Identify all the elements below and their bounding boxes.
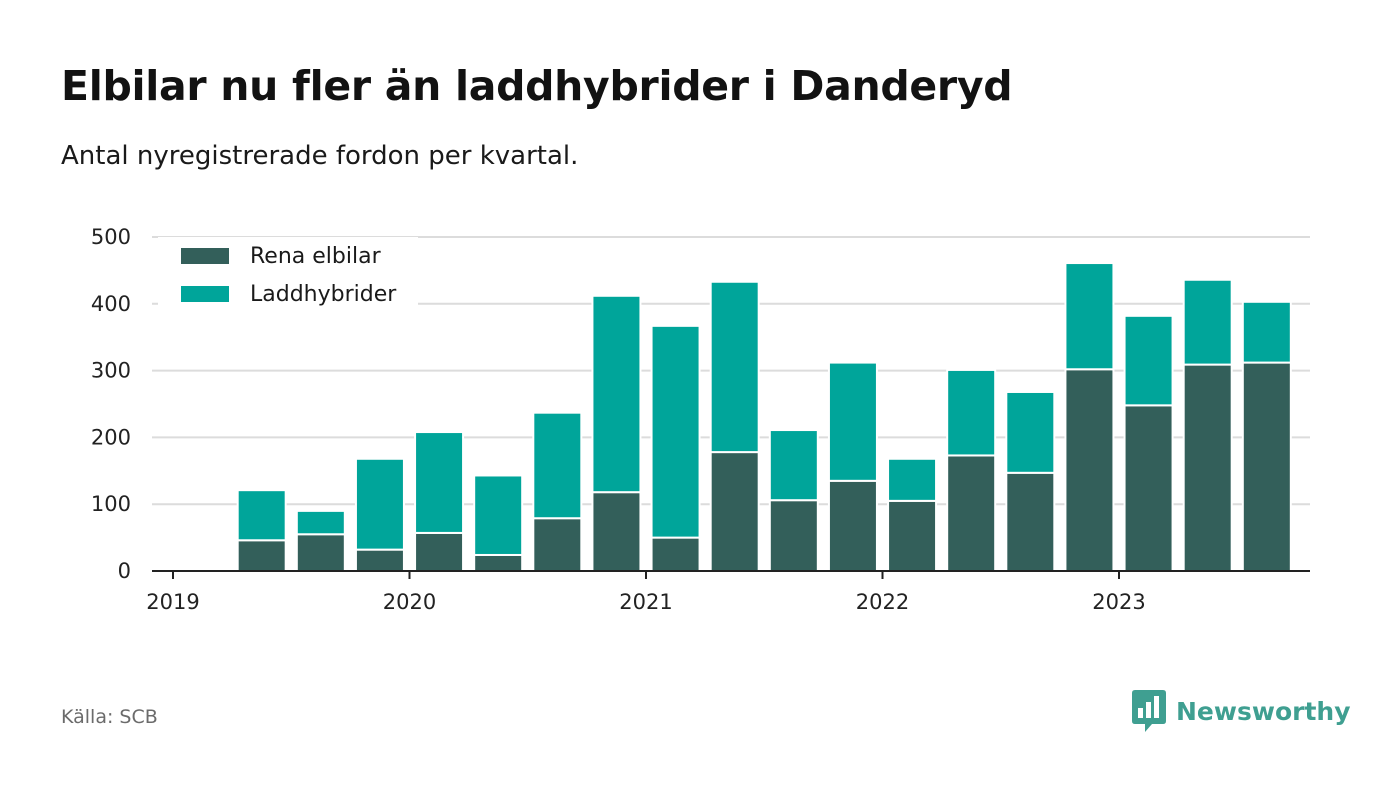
bar-segment-hybrid [709,280,760,454]
x-tick-label: 2023 [1092,590,1145,614]
legend-swatch-electric [181,248,229,264]
bar-segment-hybrid [1064,262,1115,371]
bar-segment-electric [1064,368,1115,572]
y-tick-label: 400 [91,292,131,316]
bar-segment-hybrid [1182,278,1233,366]
bar-segment-electric [295,533,346,573]
legend-label-hybrid: Laddhybrider [250,282,397,307]
bar-segment-electric [946,454,997,573]
bar-segment-electric [887,499,938,572]
newsworthy-logo-icon [1132,690,1166,732]
bar-segment-electric [473,553,524,573]
bar-segment-electric [1123,404,1174,572]
y-tick-label: 200 [91,425,131,449]
bar-segment-electric [768,499,819,572]
y-tick-label: 500 [91,225,131,249]
bar-segment-hybrid [827,361,878,482]
bar-segment-hybrid [295,509,346,536]
y-tick-label: 100 [91,492,131,516]
bar-segment-electric [236,539,287,572]
bar-segment-hybrid [1123,314,1174,407]
bar-segment-electric [354,548,405,573]
x-tick-label: 2021 [619,590,672,614]
bar-segment-electric [1005,471,1056,572]
legend-label-electric: Rena elbilar [250,244,382,269]
bar-segment-hybrid [887,457,938,502]
source-note: Källa: SCB [61,706,158,728]
y-tick-label: 300 [91,359,131,383]
bar-segment-electric [1241,361,1292,573]
bar-segment-electric [650,536,701,572]
bar-segment-hybrid [768,429,819,502]
bar-segment-hybrid [946,368,997,457]
bar-segment-hybrid [473,474,524,556]
bar-segment-hybrid [1005,390,1056,474]
bar-segment-electric [414,531,465,573]
x-tick-label: 2019 [146,590,199,614]
bar-segment-hybrid [1241,300,1292,364]
bar-segment-hybrid [650,324,701,539]
x-tick-label: 2020 [383,590,436,614]
bar-segment-hybrid [414,431,465,534]
bar-segment-electric [532,517,583,573]
bar-segment-hybrid [591,294,642,494]
brand-name: Newsworthy [1176,696,1351,726]
legend-swatch-hybrid [181,286,229,302]
brand-logo: Newsworthy [1132,690,1351,732]
bar-segment-hybrid [236,489,287,542]
bar-segment-electric [709,451,760,573]
chart-subtitle: Antal nyregistrerade fordon per kvartal. [61,141,579,171]
bar-segment-electric [1182,363,1233,573]
y-tick-label: 0 [118,559,131,583]
bar-segment-hybrid [532,411,583,520]
chart-title: Elbilar nu fler än laddhybrider i Dander… [61,62,1013,110]
bar-segment-electric [827,479,878,573]
bar-segment-electric [591,491,642,572]
bar-segment-hybrid [354,457,405,551]
x-tick-label: 2022 [856,590,909,614]
